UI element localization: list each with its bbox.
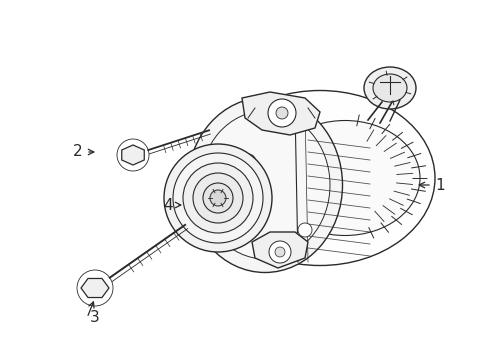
Polygon shape	[122, 145, 144, 165]
Ellipse shape	[203, 183, 232, 213]
Circle shape	[240, 154, 256, 170]
Ellipse shape	[200, 111, 329, 259]
Polygon shape	[251, 232, 307, 268]
Polygon shape	[81, 279, 109, 297]
Text: 3: 3	[90, 310, 100, 325]
Ellipse shape	[372, 74, 406, 102]
Circle shape	[274, 247, 285, 257]
Ellipse shape	[209, 190, 225, 206]
Text: 2: 2	[73, 144, 82, 159]
Ellipse shape	[173, 153, 263, 243]
Circle shape	[297, 223, 311, 237]
Ellipse shape	[363, 67, 415, 109]
Ellipse shape	[269, 121, 419, 235]
Polygon shape	[242, 92, 319, 135]
Ellipse shape	[193, 173, 243, 223]
Text: 4: 4	[163, 198, 172, 212]
Ellipse shape	[163, 144, 271, 252]
Circle shape	[240, 200, 256, 216]
Ellipse shape	[204, 90, 434, 266]
Ellipse shape	[183, 163, 252, 233]
Circle shape	[275, 107, 287, 119]
Circle shape	[267, 99, 295, 127]
Ellipse shape	[187, 98, 342, 273]
Text: 1: 1	[434, 177, 444, 193]
Circle shape	[268, 241, 290, 263]
